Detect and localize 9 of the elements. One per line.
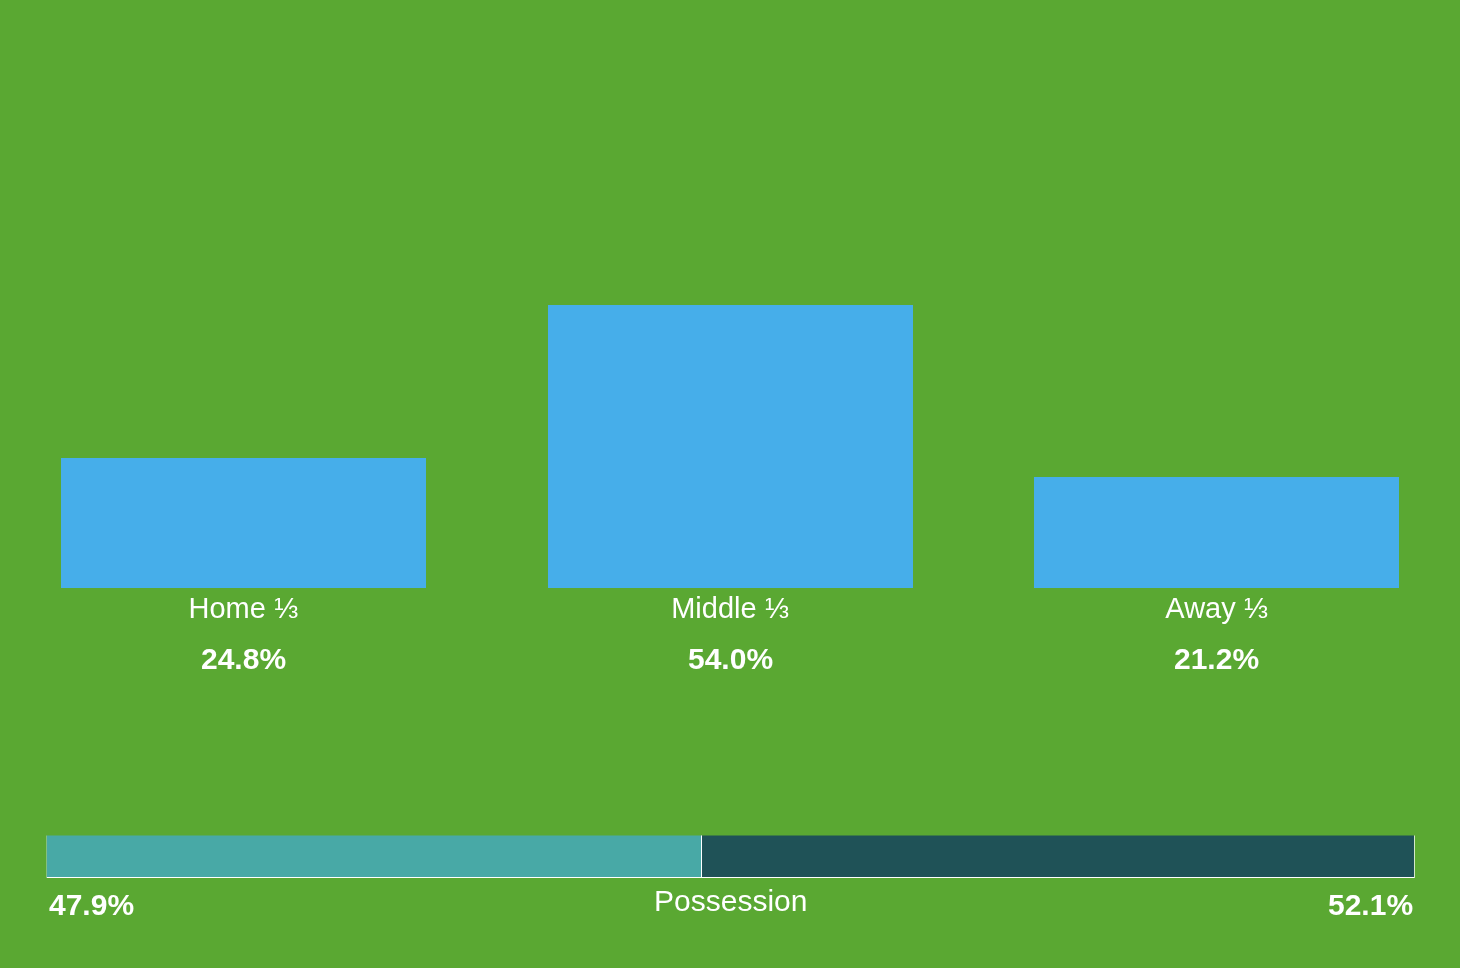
data-label: 54.0% — [688, 642, 774, 675]
data-label: 52.1% — [1328, 888, 1414, 921]
x-axis-title: Possession — [654, 884, 808, 918]
x-tick-label: Home ⅓ — [188, 591, 299, 624]
data-label: 21.2% — [1174, 642, 1260, 675]
x-tick-label: Away ⅓ — [1165, 591, 1268, 624]
data-label: 24.8% — [201, 642, 287, 675]
data-label: 47.9% — [49, 888, 135, 921]
x-tick-label: Middle ⅓ — [671, 591, 789, 624]
